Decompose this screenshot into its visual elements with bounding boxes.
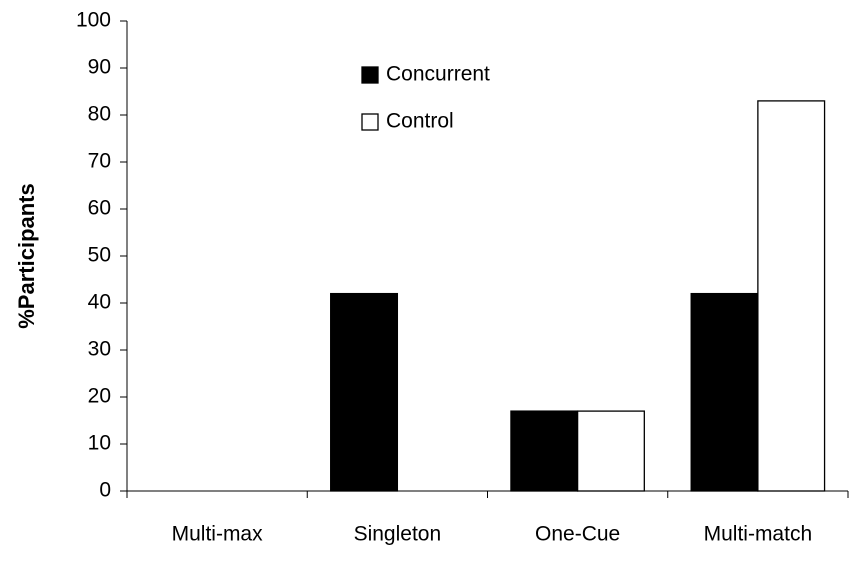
y-tick-label: 0 [99, 479, 111, 502]
y-tick-label: 100 [76, 9, 111, 32]
y-tick-label: 10 [88, 432, 111, 455]
bar [757, 100, 826, 492]
legend-swatch [361, 113, 379, 131]
x-tick-label: One-Cue [535, 523, 620, 546]
legend-label: Control [386, 110, 454, 133]
y-tick-label: 60 [88, 197, 111, 220]
legend-swatch [361, 66, 379, 84]
x-tick-label: Multi-match [704, 523, 813, 546]
y-tick-label: 20 [88, 385, 111, 408]
y-tick-label: 90 [88, 56, 111, 79]
y-tick-label: 50 [88, 244, 111, 267]
y-tick-label: 80 [88, 103, 111, 126]
y-tick-label: 30 [88, 338, 111, 361]
bar [690, 292, 759, 492]
y-axis-label: %Participants [14, 183, 39, 329]
bar [510, 410, 579, 492]
bar [330, 292, 399, 492]
x-tick-label: Multi-max [172, 523, 264, 546]
bar [576, 410, 645, 492]
y-tick-label: 40 [88, 291, 111, 314]
y-tick-label: 70 [88, 150, 111, 173]
x-tick-label: Singleton [354, 523, 442, 546]
legend-label: Concurrent [386, 63, 490, 86]
